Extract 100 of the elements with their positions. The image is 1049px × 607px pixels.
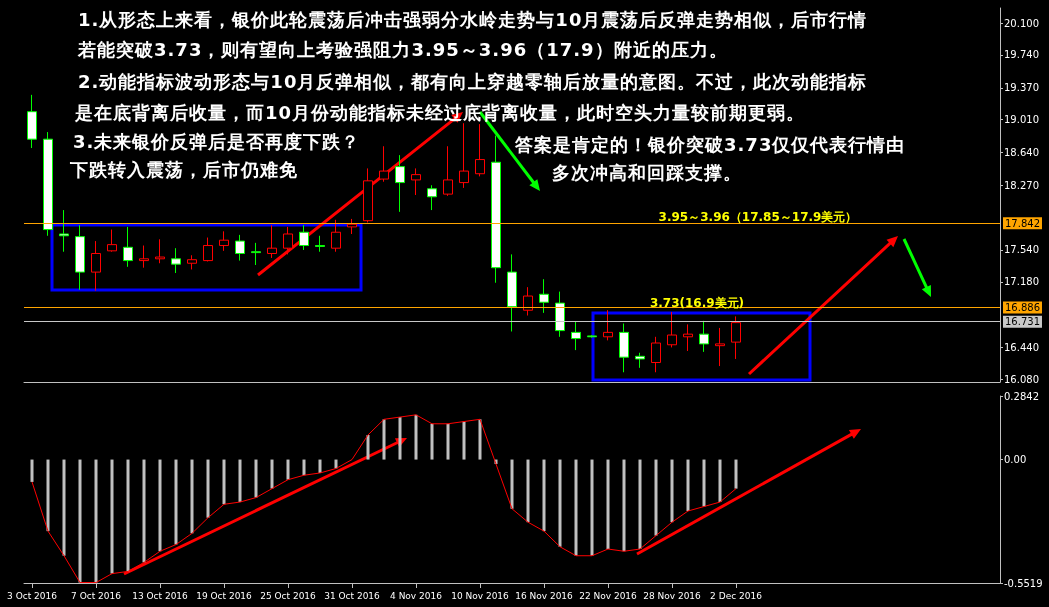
annotation: 3.95～3.96（17.85～17.9美元） bbox=[658, 209, 858, 224]
bar bbox=[30, 459, 34, 482]
bar bbox=[110, 459, 114, 574]
bar bbox=[590, 459, 594, 556]
bar bbox=[606, 459, 610, 550]
bar bbox=[254, 459, 258, 498]
bar bbox=[734, 459, 738, 489]
x-tick-label: 22 Nov 2016 bbox=[579, 590, 638, 601]
x-tick-label: 13 Oct 2016 bbox=[132, 590, 189, 601]
y-tick-label: -0.5519 bbox=[1004, 577, 1043, 589]
bar bbox=[526, 459, 530, 523]
bar bbox=[718, 459, 722, 503]
y-tick-label: 0.2842 bbox=[1004, 390, 1039, 402]
y-tick-label: 17.540 bbox=[1004, 244, 1039, 256]
y-tick-label: 16.440 bbox=[1004, 341, 1039, 353]
bar bbox=[126, 459, 130, 572]
bar bbox=[510, 459, 514, 509]
line-series bbox=[31, 414, 737, 584]
candlestick bbox=[427, 184, 437, 211]
bar bbox=[702, 459, 706, 507]
candlestick bbox=[155, 238, 165, 264]
ref-line-label: 16.731 bbox=[1005, 316, 1040, 328]
bar bbox=[270, 459, 274, 489]
bar bbox=[558, 459, 562, 547]
candlestick bbox=[651, 336, 661, 373]
bar bbox=[542, 459, 546, 532]
annotation: 2.动能指标波动形态与10月反弹相似，都有向上穿越零轴后放量的意图。不过，此次动能指标 bbox=[78, 71, 868, 93]
x-tick-label: 10 Nov 2016 bbox=[451, 590, 510, 601]
y-tick-label: 19.740 bbox=[1004, 49, 1039, 61]
candlestick bbox=[491, 135, 501, 284]
bar bbox=[318, 459, 322, 473]
candlestick bbox=[395, 154, 405, 213]
ref-line-label: 16.886 bbox=[1005, 302, 1040, 314]
annotation: 下跌转入震荡，后市仍难免 bbox=[70, 159, 298, 181]
candlestick bbox=[187, 254, 197, 270]
y-tick-label: 17.180 bbox=[1004, 276, 1039, 288]
x-tick-label: 16 Nov 2016 bbox=[515, 590, 574, 601]
x-tick-label: 7 Oct 2016 bbox=[71, 590, 122, 601]
bar bbox=[670, 459, 674, 523]
candlestick bbox=[283, 226, 293, 255]
candlestick bbox=[171, 247, 181, 274]
bar bbox=[398, 417, 402, 460]
candlestick bbox=[539, 278, 549, 314]
candlestick bbox=[43, 131, 53, 237]
candlestick bbox=[587, 334, 597, 339]
bar bbox=[430, 423, 434, 460]
bar bbox=[382, 419, 386, 460]
ref-line-label: 17.842 bbox=[1005, 217, 1040, 229]
candlestick bbox=[203, 237, 213, 262]
bar bbox=[174, 459, 178, 545]
candlestick bbox=[107, 229, 117, 253]
bar bbox=[62, 459, 66, 556]
bar bbox=[206, 459, 210, 518]
y-tick-label: 19.370 bbox=[1004, 82, 1039, 94]
annotation: 答案是肯定的！银价突破3.73仅仅代表行情由 bbox=[515, 134, 906, 156]
candlestick bbox=[379, 145, 389, 183]
annotation: 3.73(16.9美元) bbox=[649, 295, 745, 310]
bar bbox=[46, 459, 50, 532]
bar bbox=[286, 459, 290, 480]
candlestick bbox=[475, 123, 485, 177]
bar bbox=[158, 459, 162, 552]
annotation: 是在底背离后收量，而10月份动能指标未经过底背离收量，此时空头力量较前期更弱。 bbox=[75, 102, 806, 124]
candlestick bbox=[363, 167, 373, 223]
annotation: 多次冲高和回踩支撑。 bbox=[552, 162, 742, 184]
bar bbox=[142, 459, 146, 563]
candlestick bbox=[91, 240, 101, 292]
annotation: 1.从形态上来看，银价此轮震荡后冲击强弱分水岭走势与10月震荡后反弹走势相似，后市行情 bbox=[78, 9, 868, 31]
y-tick-label: 20.100 bbox=[1004, 17, 1039, 29]
candlestick bbox=[299, 224, 309, 251]
candlestick bbox=[667, 311, 677, 348]
annotation: 若能突破3.73，则有望向上考验强阻力3.95～3.96（17.9）附近的压力。 bbox=[78, 39, 728, 61]
candlestick bbox=[75, 224, 85, 291]
candlestick bbox=[619, 323, 629, 373]
candlestick bbox=[523, 286, 533, 317]
candlestick bbox=[715, 327, 725, 367]
x-tick-label: 4 Nov 2016 bbox=[390, 590, 443, 601]
y-tick-label: 18.640 bbox=[1004, 146, 1039, 158]
bar bbox=[478, 419, 482, 460]
x-tick-label: 28 Nov 2016 bbox=[643, 590, 702, 601]
candlestick bbox=[331, 219, 341, 253]
bar bbox=[190, 459, 194, 534]
candlestick bbox=[27, 94, 37, 149]
candlestick bbox=[555, 291, 565, 338]
candlestick bbox=[459, 122, 469, 189]
bar bbox=[302, 459, 306, 476]
bar bbox=[238, 459, 242, 503]
candlestick bbox=[731, 315, 741, 360]
bar bbox=[366, 434, 370, 460]
candlestick bbox=[683, 323, 693, 352]
bar bbox=[222, 459, 226, 505]
bar bbox=[414, 414, 418, 460]
candlestick bbox=[123, 226, 133, 268]
x-tick-label: 25 Oct 2016 bbox=[260, 590, 317, 601]
x-tick-label: 19 Oct 2016 bbox=[196, 590, 253, 601]
candlestick bbox=[267, 224, 277, 259]
candlestick bbox=[315, 235, 325, 253]
candlestick bbox=[235, 234, 245, 262]
candlestick bbox=[699, 320, 709, 353]
bar bbox=[686, 459, 690, 511]
bar bbox=[622, 459, 626, 552]
